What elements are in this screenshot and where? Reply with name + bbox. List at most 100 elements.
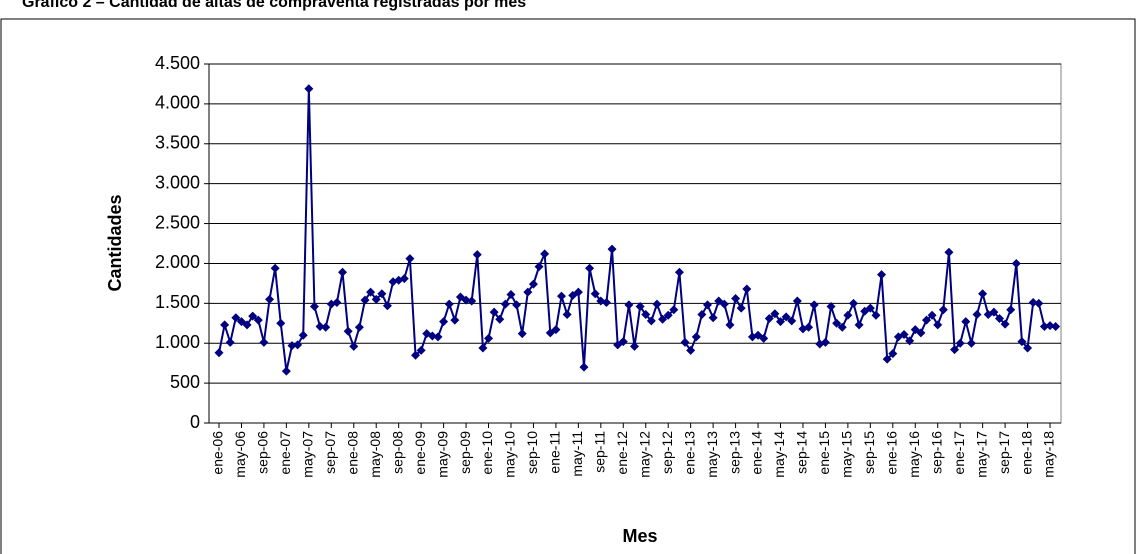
data-point [484, 333, 494, 343]
x-tick-label: sep-06 [255, 431, 271, 474]
data-point [416, 345, 426, 355]
x-tick-label: ene-08 [344, 431, 360, 475]
data-point [820, 337, 830, 347]
x-tick-label: may-13 [704, 431, 720, 478]
data-point [287, 341, 297, 351]
data-point [444, 299, 454, 309]
y-tick-label: 0 [190, 412, 200, 432]
data-point [214, 348, 224, 358]
x-tick-label: may-16 [906, 431, 922, 478]
data-point [742, 284, 752, 294]
x-tick-label: may-15 [839, 431, 855, 478]
data-point [950, 345, 960, 355]
y-tick-label: 1.500 [155, 292, 200, 312]
data-point [972, 310, 982, 320]
data-point [938, 305, 948, 315]
data-point [832, 318, 842, 328]
data-point [1028, 298, 1038, 308]
data-point [764, 313, 774, 323]
data-point [500, 299, 510, 309]
data-point [590, 289, 600, 299]
data-point [882, 354, 892, 364]
data-point [781, 312, 791, 322]
data-point [354, 322, 364, 332]
data-point [641, 310, 651, 320]
data-point [242, 320, 252, 330]
data-point [809, 300, 819, 310]
data-point [450, 315, 460, 325]
x-tick-label: ene-11 [547, 431, 563, 474]
y-axis-label: Cantidades [105, 194, 125, 291]
data-point [826, 302, 836, 312]
data-point [877, 270, 887, 280]
x-tick-label: ene-16 [884, 431, 900, 475]
y-tick-label: 2.500 [155, 212, 200, 232]
data-point [854, 320, 864, 330]
data-point [573, 287, 583, 297]
x-tick-label: may-08 [367, 431, 383, 478]
data-point [281, 366, 291, 376]
data-point [366, 287, 376, 297]
x-tick-label: ene-09 [412, 431, 428, 475]
x-tick-label: sep-13 [726, 431, 742, 474]
data-point [888, 349, 898, 359]
data-point [736, 303, 746, 313]
x-tick-label: sep-11 [592, 431, 608, 473]
data-point [663, 310, 673, 320]
x-tick-label: ene-17 [951, 431, 967, 475]
data-point [231, 313, 241, 323]
data-point [265, 294, 275, 304]
x-axis-label: Mes [622, 526, 657, 546]
x-tick-label: may-18 [1041, 431, 1057, 478]
data-point [635, 302, 645, 312]
data-point [703, 300, 713, 310]
data-point [719, 299, 729, 309]
data-point [506, 290, 516, 300]
data-point [433, 332, 443, 342]
data-point [349, 341, 359, 351]
data-point [382, 301, 392, 311]
data-point [1017, 337, 1027, 347]
data-point [467, 296, 477, 306]
data-point [304, 84, 314, 94]
data-point [680, 337, 690, 347]
data-point [686, 345, 696, 355]
data-point [248, 311, 258, 321]
data-point [405, 254, 415, 264]
data-point [298, 330, 308, 340]
data-point [315, 321, 325, 331]
x-tick-label: sep-09 [457, 431, 473, 474]
data-point [472, 250, 482, 260]
data-point [253, 315, 263, 325]
data-point [371, 294, 381, 304]
plot-area [208, 63, 1062, 424]
data-point [495, 314, 505, 324]
data-point [601, 298, 611, 308]
x-tick-label: may-14 [771, 431, 787, 478]
x-tick-label: ene-18 [1018, 431, 1034, 475]
data-point [899, 329, 909, 339]
x-tick-label: may-11 [569, 431, 585, 477]
data-point [792, 296, 802, 306]
data-point [624, 300, 634, 310]
data-point [332, 298, 342, 308]
x-tick-label: ene-13 [681, 431, 697, 475]
data-point [1023, 343, 1033, 353]
data-point [1039, 321, 1049, 331]
data-point [955, 338, 965, 348]
data-point [669, 305, 679, 315]
data-point [618, 337, 628, 347]
data-point [478, 343, 488, 353]
data-point [837, 322, 847, 332]
data-point [512, 300, 522, 310]
x-tick-label: sep-17 [996, 431, 1012, 474]
data-point [770, 309, 780, 319]
data-point [916, 328, 926, 338]
data-point [731, 294, 741, 304]
data-point [978, 289, 988, 299]
data-point [1051, 321, 1061, 331]
y-tick-label: 4.500 [155, 53, 200, 73]
data-point [534, 262, 544, 272]
data-point [551, 325, 561, 335]
data-point [989, 307, 999, 317]
